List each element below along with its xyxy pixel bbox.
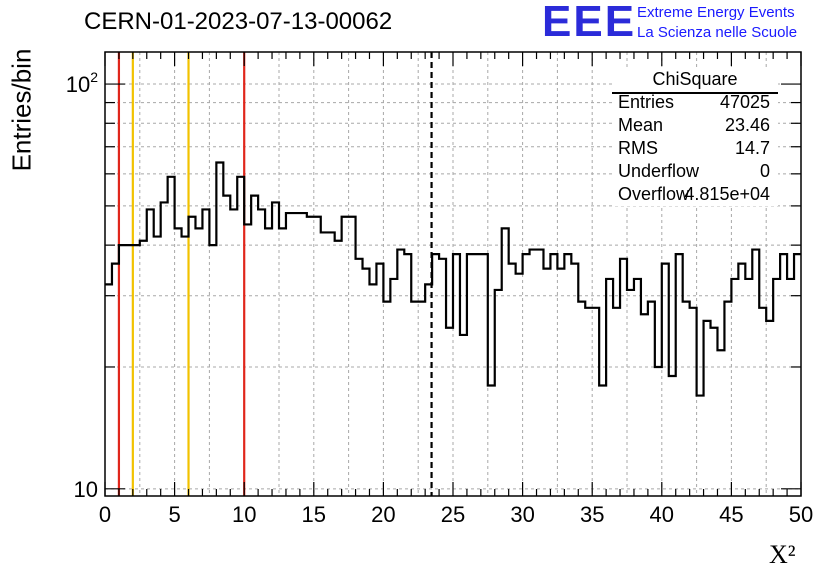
axis-ticks bbox=[104, 52, 802, 496]
x-tick-label: 30 bbox=[510, 502, 534, 527]
stats-label: Mean bbox=[618, 115, 664, 135]
x-tick-label: 10 bbox=[232, 502, 256, 527]
y-axis-label: Entries/bin bbox=[6, 48, 37, 172]
tick-labels: 0 5 10 15 20 25 30 35 40 45 50 102 10 bbox=[66, 69, 814, 527]
stats-divider bbox=[612, 92, 778, 94]
logo-line-1: Extreme Energy Events bbox=[637, 4, 795, 21]
x-tick-label: 35 bbox=[580, 502, 604, 527]
stats-title: ChiSquare bbox=[652, 69, 738, 89]
logo-line-2: La Scienza nelle Scuole bbox=[637, 24, 798, 41]
histogram-series bbox=[105, 161, 801, 397]
y-tick-label: 10 bbox=[74, 477, 98, 502]
x-tick-label: 40 bbox=[650, 502, 674, 527]
x-tick-label: 45 bbox=[719, 502, 743, 527]
eee-logo: EEE bbox=[542, 0, 637, 46]
stats-row-entries: Entries 47025 bbox=[618, 92, 770, 114]
stats-value: 0 bbox=[759, 161, 770, 181]
run-title: CERN-01-2023-07-13-00062 bbox=[84, 8, 393, 35]
x-tick-label: 50 bbox=[789, 502, 813, 527]
stats-value: 47025 bbox=[719, 92, 770, 112]
x-axis-label: X² bbox=[769, 540, 796, 569]
stats-label: RMS bbox=[618, 138, 658, 158]
stats-label: Overflow bbox=[618, 184, 690, 204]
x-tick-label: 20 bbox=[371, 502, 395, 527]
stats-value: 14.7 bbox=[734, 138, 770, 158]
stats-row-mean: Mean 23.46 bbox=[618, 115, 770, 137]
x-tick-label: 0 bbox=[99, 502, 111, 527]
marker-lines bbox=[117, 52, 433, 496]
histogram-line bbox=[105, 161, 801, 397]
stats-label: Underflow bbox=[618, 161, 700, 181]
stats-label: Entries bbox=[618, 92, 675, 112]
stats-box: ChiSquare Entries 47025 Mean 23.46 RMS 1… bbox=[612, 68, 778, 206]
y-tick-label: 102 bbox=[66, 69, 98, 97]
x-tick-label: 25 bbox=[441, 502, 465, 527]
x-tick-label: 5 bbox=[168, 502, 180, 527]
stats-row-overflow: Overflow 4.815e+04 bbox=[618, 184, 770, 206]
stats-row-underflow: Underflow 0 bbox=[618, 161, 770, 183]
stats-value: 23.46 bbox=[724, 115, 770, 135]
stats-row-rms: RMS 14.7 bbox=[618, 138, 770, 160]
x-tick-label: 15 bbox=[302, 502, 326, 527]
stats-value: 4.815e+04 bbox=[684, 184, 770, 204]
